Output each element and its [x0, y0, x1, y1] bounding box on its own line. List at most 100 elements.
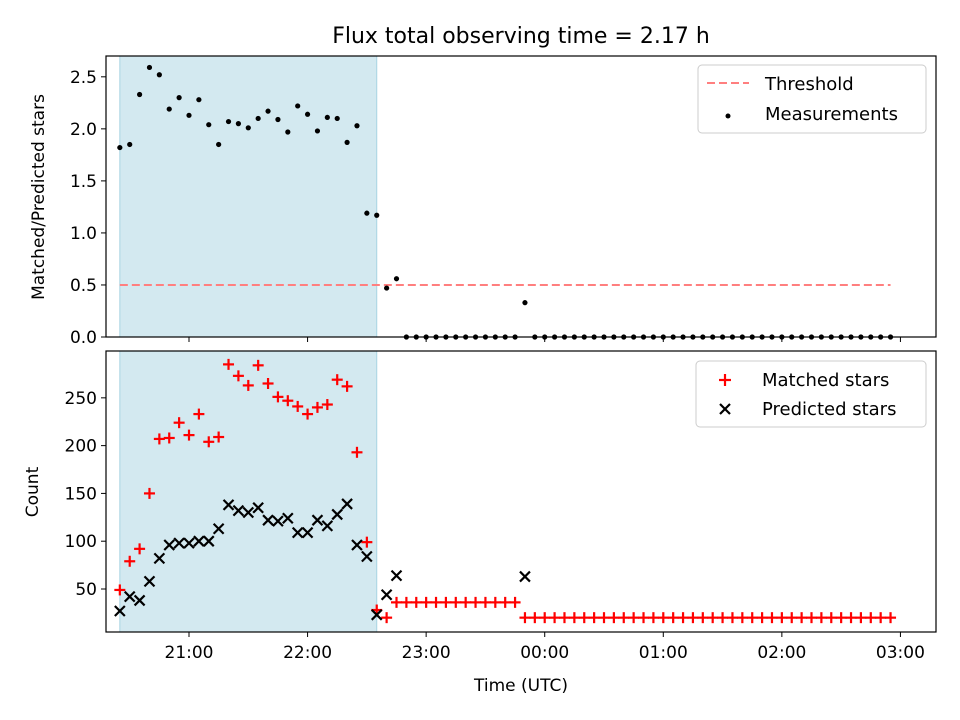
matched-stars-point — [618, 612, 630, 624]
predicted-stars-point — [193, 535, 205, 547]
y-tick-label: 2.5 — [70, 68, 97, 88]
matched-stars-point — [796, 612, 808, 624]
measurement-point — [295, 103, 301, 109]
matched-stars-point — [746, 612, 758, 624]
matched-stars-point — [321, 399, 333, 411]
matched-stars-point — [460, 596, 472, 608]
measurement-point — [216, 141, 222, 148]
matched-stars-point — [598, 612, 610, 624]
matched-stars-point — [341, 380, 353, 392]
matched-stars-point — [815, 612, 827, 624]
predicted-stars-point — [242, 506, 255, 519]
matched-stars-point — [736, 612, 748, 624]
matched-stars-point — [647, 612, 659, 624]
matched-stars-point — [489, 596, 501, 608]
predicted-stars-point — [143, 575, 156, 588]
measurement-point — [374, 212, 380, 218]
matched-stars-point — [667, 612, 679, 624]
matched-stars-point — [124, 555, 136, 567]
y-tick-label: 0.5 — [70, 276, 97, 296]
matched-stars-point — [153, 433, 165, 445]
count-legend: Matched stars Predicted stars — [695, 360, 927, 428]
y-tick-label: 100 — [65, 532, 97, 552]
matched-stars-point — [223, 358, 235, 370]
matched-stars-point — [440, 596, 452, 608]
matched-stars-point — [410, 596, 422, 608]
predicted-stars-point — [390, 569, 403, 582]
predicted-stars-point — [183, 537, 195, 549]
chart-title: Flux total observing time = 2.17 h — [332, 24, 710, 49]
y-tick-label: 200 — [65, 437, 97, 457]
predicted-stars-point — [153, 552, 166, 565]
measurement-point — [522, 300, 528, 306]
x-tick-label: 02:00 — [757, 643, 806, 663]
matched-stars-point — [766, 612, 778, 624]
predicted-stars-point — [519, 570, 531, 583]
ratio-y-axis-label: Matched/Predicted stars — [29, 94, 49, 300]
matched-stars-point — [687, 612, 699, 624]
measurement-point — [156, 72, 162, 78]
predicted-stars-point — [311, 514, 324, 526]
matched-stars-point — [677, 612, 689, 624]
measurement-point — [334, 115, 340, 122]
matched-stars-point — [479, 596, 491, 608]
measurement-point — [206, 122, 212, 128]
matched-stars-point — [213, 431, 225, 443]
matched-stars-point — [470, 596, 482, 608]
predicted-stars-point — [361, 550, 373, 563]
matched-stars-point — [430, 596, 442, 608]
matched-stars-point — [786, 612, 798, 624]
threshold-legend-label: Threshold — [764, 74, 854, 95]
matched-stars-point — [806, 612, 817, 624]
matched-stars-point — [391, 596, 402, 608]
matched-stars-point — [558, 612, 570, 624]
matched-stars-point — [272, 391, 284, 403]
measurements-legend-swatch — [725, 113, 731, 119]
observing-window-shade — [119, 350, 378, 633]
matched-stars-point — [193, 408, 205, 420]
matched-stars-point — [825, 612, 837, 624]
matched-stars-point — [835, 612, 847, 624]
count-plot-frame — [105, 350, 937, 633]
measurement-point — [146, 64, 153, 71]
y-tick-label: 0.0 — [70, 328, 97, 348]
matched-stars-point — [311, 401, 323, 413]
observing-window-shade — [119, 55, 378, 338]
matched-stars-point — [726, 612, 738, 624]
matched-stars-point — [628, 612, 640, 624]
matched-stars-point — [420, 596, 432, 608]
predicted-stars-point — [252, 501, 264, 514]
x-tick-label: 00:00 — [520, 643, 569, 663]
x-tick-label: 21:00 — [165, 643, 214, 663]
matched-stars-point — [163, 432, 175, 444]
measurement-point — [265, 108, 271, 114]
matched-stars-point — [114, 584, 126, 596]
measurement-point — [314, 128, 321, 134]
matched-stars-point — [173, 417, 185, 429]
measurement-point — [136, 91, 143, 98]
matched-stars-point — [183, 429, 195, 441]
matched-legend-swatch — [719, 374, 731, 386]
predicted-stars-point — [262, 514, 274, 526]
matched-stars-point — [351, 446, 363, 458]
matched-stars-point — [292, 400, 304, 412]
ratio-legend: Threshold Measurements — [697, 64, 927, 134]
matched-stars-point — [134, 543, 146, 555]
matched-stars-point — [855, 612, 867, 624]
predicted-stars-point — [301, 526, 314, 539]
measurement-point — [285, 129, 291, 135]
matched-stars-point — [529, 612, 541, 624]
matched-stars-point — [865, 612, 877, 624]
matched-stars-point — [361, 536, 373, 548]
count-legend-box — [695, 360, 927, 428]
matched-stars-point — [549, 612, 561, 624]
predicted-stars-point — [291, 526, 304, 539]
matched-stars-point — [776, 612, 788, 624]
count-y-axis-label: Count — [23, 466, 43, 517]
matched-stars-point — [499, 596, 511, 608]
y-tick-label: 50 — [75, 580, 97, 600]
matched-stars-point — [242, 379, 254, 391]
matched-stars-point — [450, 596, 462, 608]
ratio-plot-frame — [105, 55, 937, 338]
measurement-point — [344, 139, 350, 145]
